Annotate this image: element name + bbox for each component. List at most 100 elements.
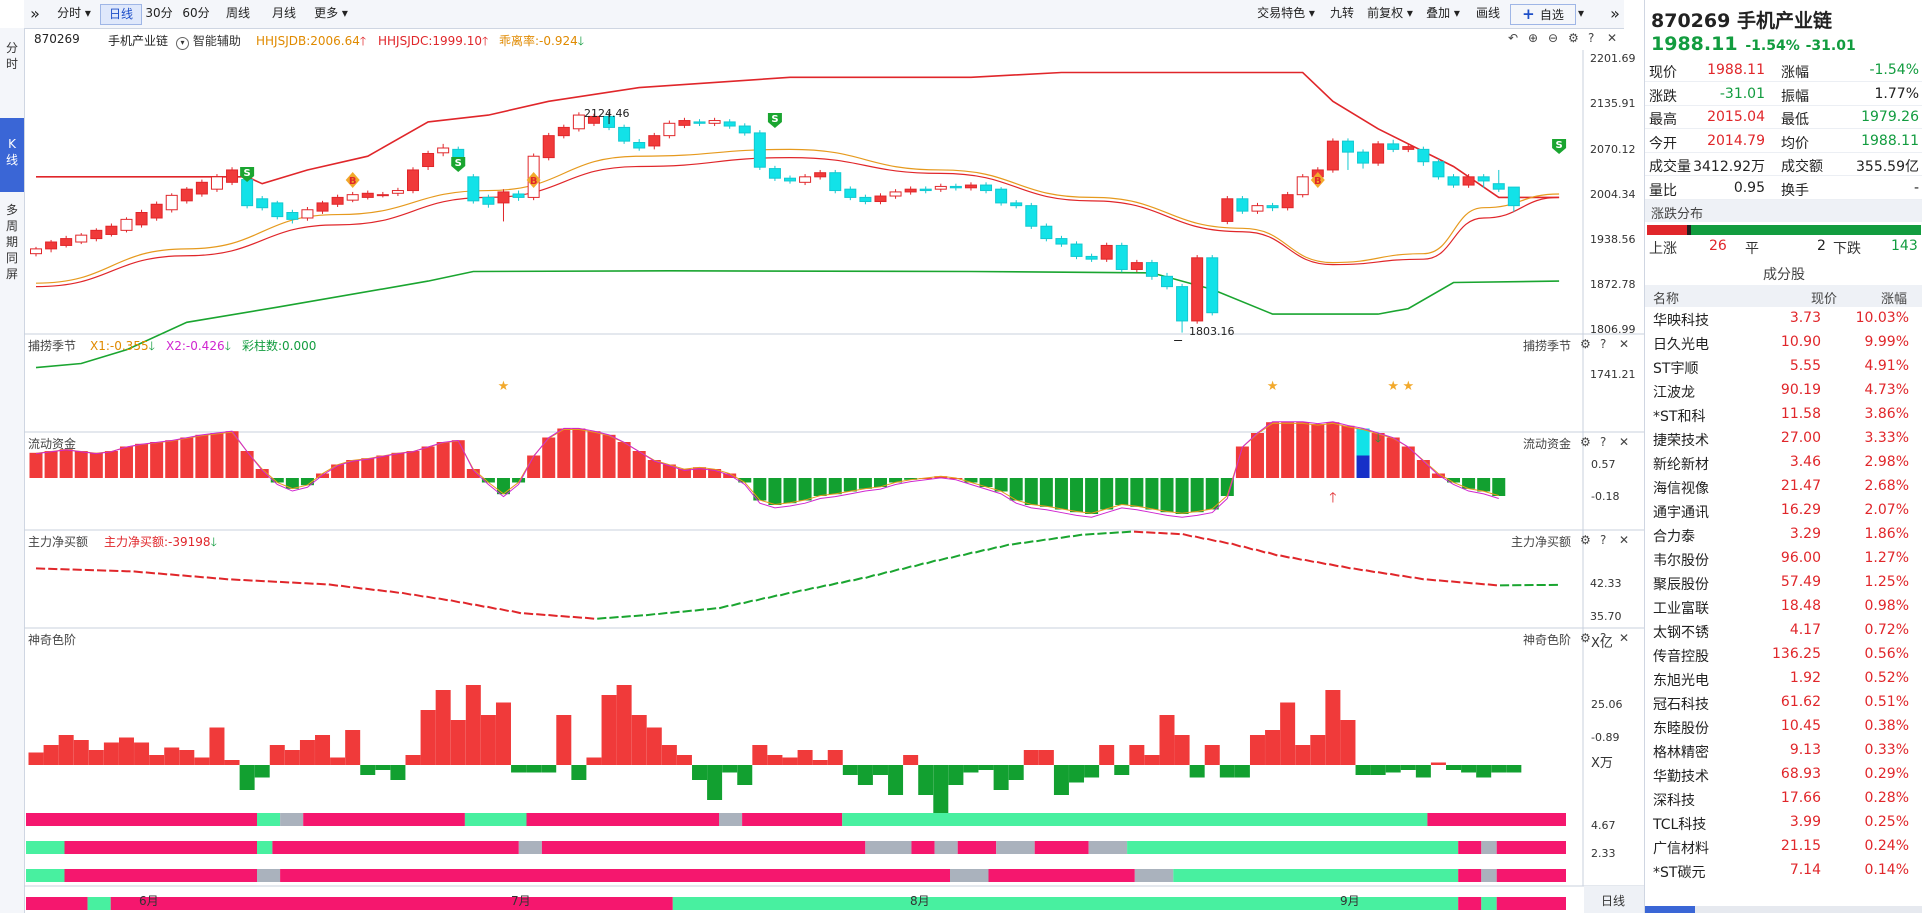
net-buy-bar — [1053, 765, 1069, 795]
close-icon[interactable]: ✕ — [1619, 533, 1630, 547]
nav-label: K线 — [6, 137, 19, 167]
toolbar-button[interactable]: 九转 — [1324, 4, 1360, 23]
scroll-thumb[interactable] — [1645, 906, 1695, 913]
settings-icon[interactable]: ⚙ — [1580, 533, 1591, 547]
period-tab[interactable]: 周线 — [216, 4, 260, 23]
stock-row[interactable]: ST宇顺 5.55 4.91% — [1645, 355, 1922, 378]
nav-item-timeshare[interactable]: 分时 — [0, 36, 24, 76]
nav-item-kline[interactable]: K线 — [0, 118, 24, 192]
close-icon[interactable]: ✕ — [1607, 31, 1618, 45]
flow-segment — [523, 612, 534, 616]
col-pct[interactable]: 涨幅 — [1881, 292, 1908, 307]
flow-segment — [231, 578, 241, 582]
help-icon[interactable]: ? — [1600, 435, 1607, 449]
collapse-panel-icon[interactable]: » — [1610, 4, 1620, 23]
stock-row[interactable]: 韦尔股份 96.00 1.27% — [1645, 547, 1922, 570]
flow-segment — [755, 597, 766, 602]
col-price[interactable]: 现价 — [1811, 292, 1838, 307]
color-band-cell — [957, 841, 997, 854]
stock-name: ST宇顺 — [1653, 361, 1699, 377]
up-count: 26 — [1709, 238, 1727, 254]
period-tab[interactable]: 分时 ▾ — [50, 4, 98, 23]
period-tab[interactable]: 月线 — [262, 4, 306, 23]
candle-body — [618, 126, 631, 142]
panel-scrollbar[interactable] — [1645, 906, 1922, 913]
stock-row[interactable]: 深科技 17.66 0.28% — [1645, 787, 1922, 810]
sub1-bar — [1160, 478, 1174, 513]
net-buy-bar — [360, 765, 376, 775]
zoom-out-icon[interactable]: ⊖ — [1548, 31, 1559, 45]
stock-row[interactable]: 日久光电 10.90 9.99% — [1645, 331, 1922, 354]
net-buy-bar — [299, 740, 315, 765]
close-icon[interactable]: ✕ — [1619, 435, 1630, 449]
flow-segment — [1219, 540, 1229, 545]
period-tab[interactable]: 30分 — [142, 4, 176, 23]
down-arrow-icon: 🡓 — [210, 535, 217, 549]
toolbar-button[interactable]: 前复权 ▾ — [1362, 4, 1418, 23]
stock-row[interactable]: TCL科技 3.99 0.25% — [1645, 811, 1922, 834]
col-name[interactable]: 名称 — [1653, 292, 1680, 307]
stock-row[interactable]: 海信视像 21.47 2.68% — [1645, 475, 1922, 498]
period-tab[interactable]: 更多 ▾ — [308, 4, 354, 23]
help-icon[interactable]: ? — [1600, 631, 1607, 645]
flow-segment — [572, 615, 583, 619]
stock-row[interactable]: 广信材料 21.15 0.24% — [1645, 835, 1922, 858]
settings-icon[interactable]: ⚙ — [1580, 337, 1591, 351]
stock-row[interactable]: 聚辰股份 57.49 1.25% — [1645, 571, 1922, 594]
stock-row[interactable]: *ST碳元 7.14 0.14% — [1645, 859, 1922, 882]
close-icon[interactable]: ✕ — [1619, 631, 1630, 645]
stock-row[interactable]: 通宇通讯 16.29 2.07% — [1645, 499, 1922, 522]
toolbar-button[interactable]: 画线 — [1468, 4, 1508, 23]
period-tab[interactable]: 日线 — [100, 4, 142, 25]
sub1-bar — [1311, 424, 1325, 478]
stock-row[interactable]: 东睦股份 10.45 0.38% — [1645, 715, 1922, 738]
flow-segment — [816, 584, 827, 589]
toolbar-button[interactable]: 交易特色 ▾ — [1250, 4, 1322, 23]
assist-toggle[interactable]: ▾ 智能辅助 — [176, 32, 241, 50]
net-buy-bar — [1249, 735, 1265, 765]
settings-icon[interactable]: ⚙ — [1580, 435, 1591, 449]
quote-price: 1988.11 — [1651, 33, 1738, 55]
stock-row[interactable]: 华勤技术 68.93 0.29% — [1645, 763, 1922, 786]
candle-body — [1266, 205, 1279, 209]
help-icon[interactable]: ? — [1600, 337, 1607, 351]
candle-body — [1492, 183, 1505, 190]
stock-row[interactable]: 冠石科技 61.62 0.51% — [1645, 691, 1922, 714]
net-buy-bar — [1234, 765, 1250, 778]
help-icon[interactable]: ? — [1588, 31, 1595, 45]
back-icon[interactable]: ↶ — [1508, 31, 1519, 45]
flow-segment — [353, 586, 363, 590]
stock-row[interactable]: 传音控股 136.25 0.56% — [1645, 643, 1922, 666]
chart-area[interactable]: B B B S S S S ★ ★ ★ ★ 🡑 🡓 870269 手机产业链 ▾ 智能辅助 HHJSJD… — [24, 28, 1644, 913]
candle-body — [241, 179, 254, 207]
nav-item-multi-period[interactable]: 多周期同屏 — [0, 200, 24, 298]
toolbar-button[interactable]: 叠加 ▾ — [1420, 4, 1466, 23]
close-icon[interactable]: ✕ — [1619, 337, 1630, 351]
settings-icon[interactable]: ⚙ — [1580, 631, 1591, 645]
settings-icon[interactable]: ⚙ — [1568, 31, 1579, 45]
stock-row[interactable]: 合力泰 3.29 1.86% — [1645, 523, 1922, 546]
stock-row[interactable]: 华映科技 3.73 10.03% — [1645, 307, 1922, 330]
watchlist-dropdown-icon[interactable]: ▾ — [1577, 6, 1585, 20]
stock-row[interactable]: 江波龙 90.19 4.73% — [1645, 379, 1922, 402]
stock-row[interactable]: 工业富联 18.48 0.98% — [1645, 595, 1922, 618]
price-tick: 2070.12 — [1590, 143, 1636, 156]
expand-panel-icon[interactable]: » — [30, 4, 40, 23]
quote-row: 量比 0.95 换手 - — [1645, 177, 1922, 200]
stock-row[interactable]: 东旭光电 1.92 0.52% — [1645, 667, 1922, 690]
stock-row[interactable]: 捷荣技术 27.00 3.33% — [1645, 427, 1922, 450]
stock-row[interactable]: 新纶新材 3.46 2.98% — [1645, 451, 1922, 474]
zoom-in-icon[interactable]: ⊕ — [1528, 31, 1539, 45]
sub1-bar — [1296, 422, 1310, 478]
help-icon[interactable]: ? — [1600, 533, 1607, 547]
period-tab[interactable]: 60分 — [178, 4, 214, 23]
net-buy-bar — [857, 765, 873, 785]
row-divider — [1645, 198, 1922, 200]
stock-row[interactable]: *ST和科 11.58 3.86% — [1645, 403, 1922, 426]
candle-body — [1010, 202, 1023, 207]
net-buy-bar — [752, 745, 768, 765]
toolbar-button[interactable]: + 自选 — [1510, 4, 1576, 25]
stock-row[interactable]: 格林精密 9.13 0.33% — [1645, 739, 1922, 762]
stock-row[interactable]: 太钢不锈 4.17 0.72% — [1645, 619, 1922, 642]
